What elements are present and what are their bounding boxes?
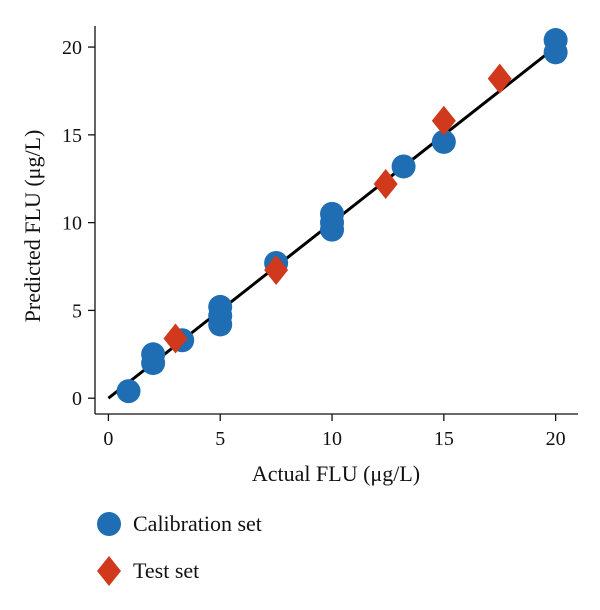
legend-item-test: Test set	[97, 556, 199, 586]
x-tick-label: 20	[546, 428, 566, 450]
axes: 0 5 10 15 20 0 5 10 15 20	[62, 26, 578, 450]
calibration-point	[116, 379, 141, 404]
test-point	[487, 63, 512, 94]
legend-label-test: Test set	[133, 558, 199, 583]
test-legend-diamond	[97, 556, 121, 586]
y-tick-label: 15	[62, 125, 82, 147]
calibration-point	[141, 342, 166, 367]
legend-marker-test	[97, 556, 121, 586]
legend-marker-calibration	[97, 512, 121, 536]
x-tick-label: 0	[103, 428, 113, 450]
y-tick-label: 5	[72, 300, 82, 322]
y-tick-label: 10	[62, 213, 82, 235]
x-axis-title: Actual FLU (μg/L)	[252, 461, 420, 486]
calibration-point	[431, 129, 456, 154]
y-axis-title: Predicted FLU (μg/L)	[20, 130, 45, 323]
legend: Calibration set Test set	[97, 511, 262, 586]
data-points	[116, 28, 568, 404]
calibration-legend-circle	[97, 512, 121, 536]
x-tick-label: 10	[322, 428, 342, 450]
calibration-point	[320, 201, 345, 226]
legend-item-calibration: Calibration set	[97, 511, 262, 536]
x-tick-label: 5	[215, 428, 225, 450]
test-point	[264, 255, 289, 286]
test-set-points	[163, 63, 512, 354]
y-tick-label: 0	[72, 388, 82, 410]
test-point	[431, 105, 456, 136]
calibration-point	[391, 154, 416, 179]
y-tick-label: 20	[62, 37, 82, 59]
x-tick-label: 15	[434, 428, 454, 450]
calibration-point	[543, 28, 568, 53]
calibration-point	[208, 294, 233, 319]
test-point	[163, 323, 188, 354]
legend-label-calibration: Calibration set	[133, 511, 262, 536]
test-point	[373, 169, 398, 200]
